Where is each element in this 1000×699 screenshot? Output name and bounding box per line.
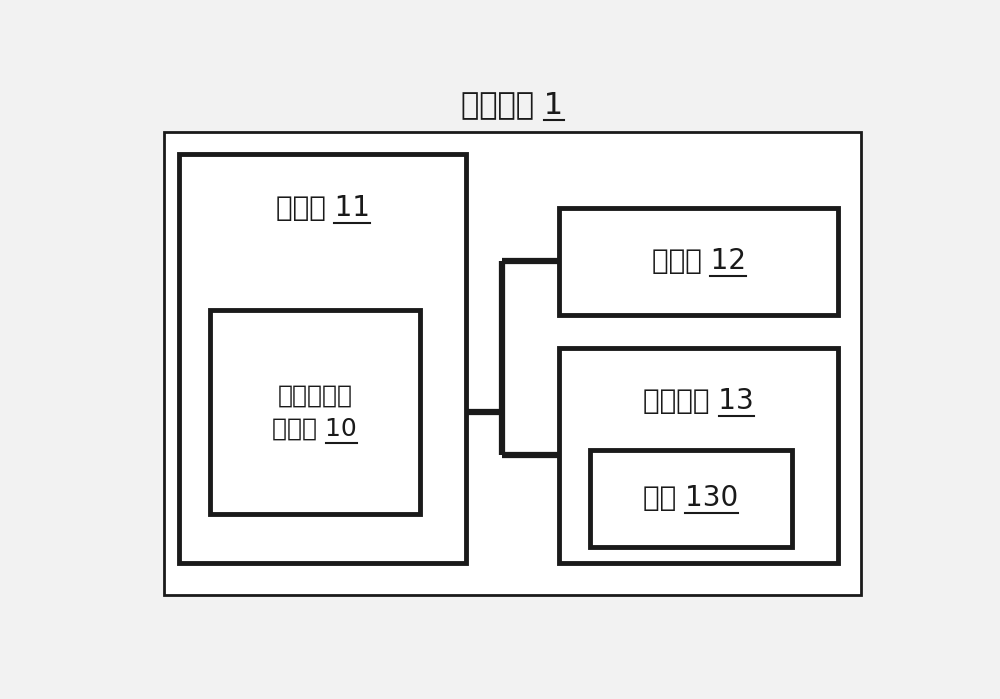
- Text: 电池模组均
衡系统 10: 电池模组均 衡系统 10: [272, 384, 357, 441]
- Text: 电芯 130: 电芯 130: [643, 484, 738, 512]
- FancyBboxPatch shape: [590, 450, 792, 547]
- FancyBboxPatch shape: [179, 154, 466, 563]
- FancyBboxPatch shape: [164, 132, 861, 596]
- Text: 存储器 11: 存储器 11: [276, 194, 370, 222]
- FancyBboxPatch shape: [559, 208, 838, 315]
- Text: 电池模组 13: 电池模组 13: [643, 387, 754, 415]
- FancyBboxPatch shape: [559, 347, 838, 563]
- FancyBboxPatch shape: [210, 310, 420, 514]
- Text: 处理器 12: 处理器 12: [652, 247, 746, 275]
- Text: 电子装置 1: 电子装置 1: [461, 90, 564, 119]
